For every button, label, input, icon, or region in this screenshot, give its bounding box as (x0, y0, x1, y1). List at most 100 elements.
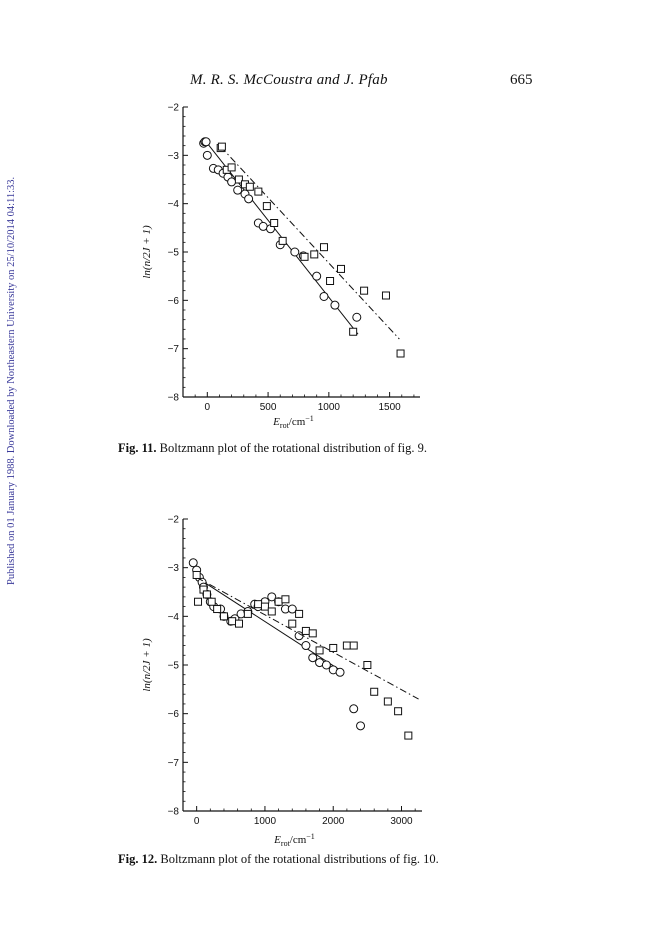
fig12-fit-line-dash-dot (196, 576, 419, 700)
fig11-circle-point (227, 177, 237, 187)
running-head-authors: M. R. S. McCoustra and J. Pfab (190, 72, 388, 88)
fig12-y-tick-label: −4 (168, 612, 180, 623)
fig12-circle-point (356, 721, 366, 731)
fig12-square-point (281, 595, 290, 604)
fig12-circle-point (301, 641, 311, 651)
fig12-square-point (194, 597, 203, 606)
fig12-square-point (267, 607, 276, 616)
fig12-y-tick-label: −5 (168, 661, 180, 672)
fig12-square-point (329, 643, 338, 652)
fig12-square-point (315, 646, 324, 655)
fig12-square-point (274, 597, 283, 606)
fig12-circle-point (308, 653, 318, 663)
fig12-y-tick-label: −7 (168, 758, 180, 769)
fig12-square-point (219, 612, 228, 621)
fig12-circle-point (335, 667, 345, 677)
fig11-square-point (300, 252, 309, 261)
fig11-square-point (227, 163, 236, 172)
fig12-square-point (342, 641, 351, 650)
fig12-circle-point (188, 558, 198, 568)
fig11-circle-point (202, 150, 212, 160)
fig11-y-axis-label: ln(n/2J + 1) (141, 225, 153, 279)
fig12-circle-point (321, 660, 331, 670)
fig11-x-tick-label: 500 (260, 402, 277, 413)
fig12-square-point (383, 697, 392, 706)
figure-11-plot: −2 −3 −4 −5 −6 −7 −8 0 500 1000 1500 Erot/cm−1 ln(n/… (141, 103, 420, 430)
fig11-x-tick-label: 1000 (318, 402, 341, 413)
fig12-y-tick-label: −3 (168, 563, 180, 574)
fig11-square-point (349, 327, 358, 336)
fig11-x-tick-label: 0 (205, 402, 211, 413)
fig11-square-point (310, 250, 319, 259)
fig11-square-point (234, 175, 243, 184)
fig11-square-point (381, 291, 390, 300)
fig12-fit-line-solid (196, 576, 344, 673)
fig11-circle-point (319, 291, 329, 301)
fig11-x-tick-label: 1500 (378, 402, 401, 413)
fig12-y-tick-label: −6 (168, 709, 180, 720)
fig11-y-tick-label: −8 (168, 393, 180, 404)
fig11-y-tick-label: −5 (168, 248, 180, 259)
fig12-x-tick-label: 3000 (390, 816, 413, 827)
fig12-square-point (254, 600, 263, 609)
fig12-square-point (394, 707, 403, 716)
fig11-square-point (245, 182, 254, 191)
fig11-circle-point (330, 300, 340, 310)
fig11-square-point (270, 219, 279, 227)
fig12-square-point (202, 590, 211, 599)
fig11-y-tick-label: −7 (168, 344, 180, 355)
fig11-square-point (262, 202, 271, 211)
figure-12-plot: −2 −3 −4 −5 −6 −7 −8 0 1000 2000 3000 Erot/cm−1 ln(n… (141, 515, 422, 848)
fig11-square-point (319, 243, 328, 252)
fig11-x-axis-label: Erot/cm−1 (272, 414, 314, 430)
fig12-square-point (213, 605, 222, 614)
fig12-y-tick-label: −2 (168, 515, 180, 526)
fig11-y-tick-label: −4 (168, 199, 180, 210)
fig12-square-point (308, 629, 317, 638)
fig12-y-axis-label: ln(n/2J + 1) (141, 638, 153, 692)
fig12-square-point (260, 602, 269, 611)
page-number: 665 (510, 72, 533, 88)
fig12-x-tick-label: 2000 (322, 816, 345, 827)
fig12-y-tick-label: −8 (168, 807, 180, 818)
figure-12-caption: Fig. 12. Boltzmann plot of the rotationa… (118, 852, 439, 867)
fig11-square-point (337, 264, 345, 273)
fig12-square-point (243, 609, 252, 618)
fig12-x-tick-label: 0 (194, 816, 200, 827)
fig12-square-point (295, 609, 304, 618)
fig11-y-tick-label: −6 (168, 296, 180, 307)
fig11-circle-point (258, 221, 268, 231)
figure-11-caption-text: Boltzmann plot of the rotational distrib… (159, 441, 427, 455)
fig12-square-point (228, 617, 237, 626)
fig11-circle-point (233, 185, 243, 195)
fig12-square-point (349, 641, 358, 650)
figure-11-caption: Fig. 11. Boltzmann plot of the rotationa… (118, 441, 427, 456)
fig12-circle-point (349, 704, 359, 714)
fig12-square-point (404, 731, 413, 740)
fig12-x-axis-label: Erot/cm−1 (273, 832, 315, 848)
fig12-square-point (192, 570, 201, 579)
fig11-square-point (254, 187, 263, 196)
fig12-square-point (234, 619, 243, 628)
fig12-square-point (207, 597, 216, 606)
fig12-square-point (363, 661, 372, 669)
fig12-x-tick-label: 1000 (254, 816, 277, 827)
fig11-square-point (217, 142, 226, 151)
figure-12-caption-label: Fig. 12. (118, 852, 158, 866)
fig12-circle-point (267, 592, 277, 602)
fig11-y-tick-label: −2 (168, 103, 180, 114)
fig11-square-point (360, 286, 369, 295)
page-header: M. R. S. McCoustra and J. Pfab 665 (0, 72, 648, 96)
fig11-square-point (278, 236, 287, 245)
fig11-circle-point (244, 194, 254, 204)
fig11-square-point (326, 277, 335, 285)
fig11-circle-point (312, 271, 322, 281)
figure-12-caption-text: Boltzmann plot of the rotational distrib… (160, 852, 439, 866)
fig11-circle-point (201, 137, 211, 147)
fig11-square-point (396, 349, 405, 358)
figure-11-caption-label: Fig. 11. (118, 441, 157, 455)
fig12-square-point (301, 626, 310, 635)
fig11-circle-point (352, 312, 362, 322)
fig12-square-point (370, 687, 379, 696)
fig12-square-point (288, 619, 297, 628)
